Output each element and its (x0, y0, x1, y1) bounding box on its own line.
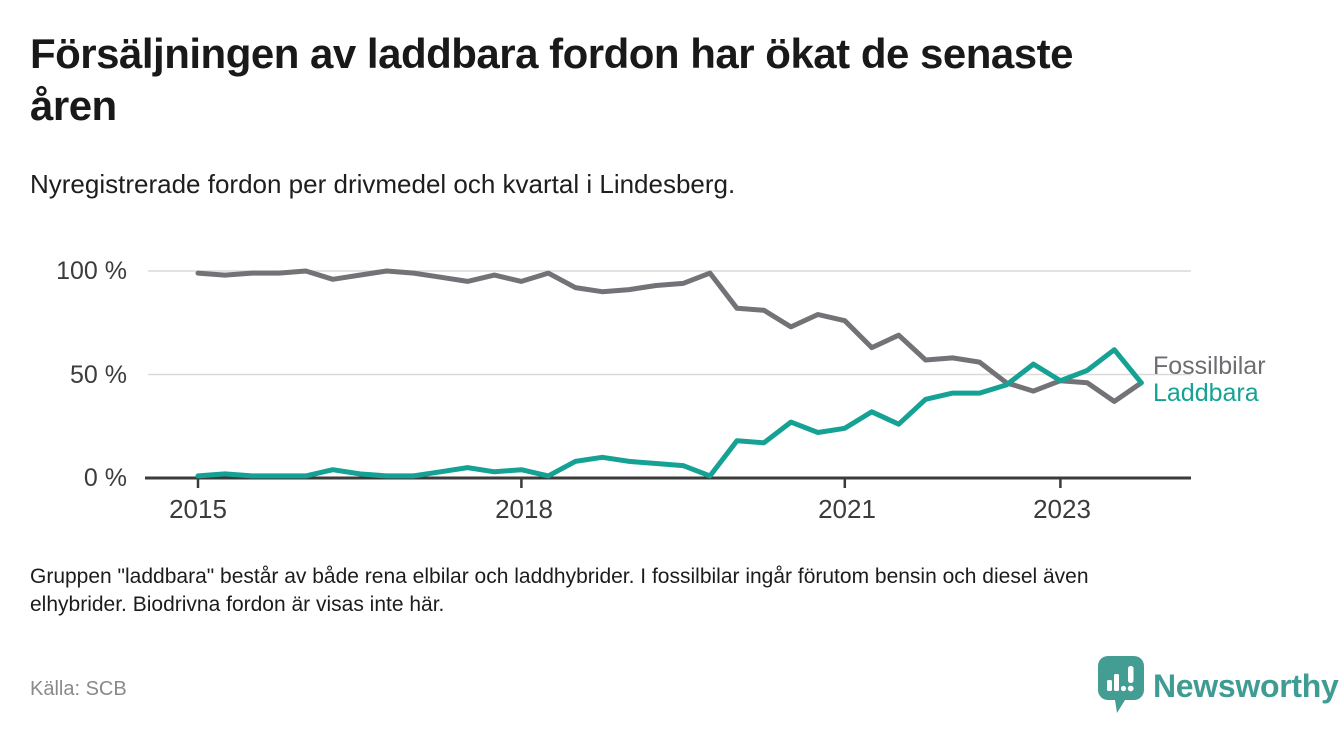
data-lines (195, 268, 1144, 479)
logo-dot (1120, 685, 1127, 692)
x-tick-label-2023: 2023 (1033, 494, 1091, 524)
x-axis (145, 476, 1191, 488)
x-tick-label-2021: 2021 (818, 494, 876, 524)
y-tick-label-100: 100 % (56, 257, 127, 285)
source-label: Källa: SCB (30, 678, 127, 700)
series-label-fossilbilar: Fossilbilar (1153, 352, 1266, 380)
gridlines (148, 270, 1191, 376)
logo-bar-1 (1107, 680, 1112, 691)
y-tick-label-0: 0 % (83, 464, 127, 492)
logo-exclamation-dot (1127, 685, 1134, 692)
newsworthy-logo-icon (1098, 656, 1144, 713)
y-tick-label-50: 50 % (70, 361, 127, 389)
page-subtitle: Nyregistrerade fordon per drivmedel och … (30, 169, 736, 199)
series-label-laddbara: Laddbara (1153, 379, 1259, 407)
brand-name: Newsworthy (1153, 668, 1339, 704)
logo-exclamation-bar (1128, 666, 1134, 683)
chart-footnote: Gruppen "laddbara" består av både rena e… (30, 565, 1089, 616)
logo-bubble (1098, 656, 1144, 713)
x-tick-label-2018: 2018 (495, 494, 553, 524)
logo-bar-2 (1114, 674, 1119, 691)
x-tick-label-2015: 2015 (169, 494, 227, 524)
page-title: Försäljningen av laddbara fordon har öka… (30, 30, 1073, 129)
